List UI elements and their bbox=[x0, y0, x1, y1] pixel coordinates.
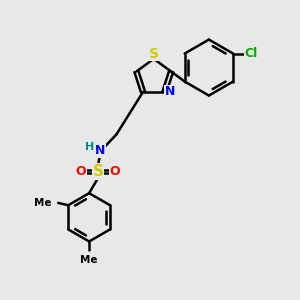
Text: H: H bbox=[85, 142, 94, 152]
Text: Me: Me bbox=[34, 198, 51, 208]
Text: O: O bbox=[76, 165, 86, 178]
Text: N: N bbox=[165, 85, 175, 98]
Text: Cl: Cl bbox=[244, 47, 257, 60]
Text: Me: Me bbox=[80, 255, 98, 265]
Text: S: S bbox=[92, 164, 104, 179]
Text: O: O bbox=[110, 165, 120, 178]
Text: N: N bbox=[95, 144, 106, 157]
Text: S: S bbox=[149, 46, 159, 61]
